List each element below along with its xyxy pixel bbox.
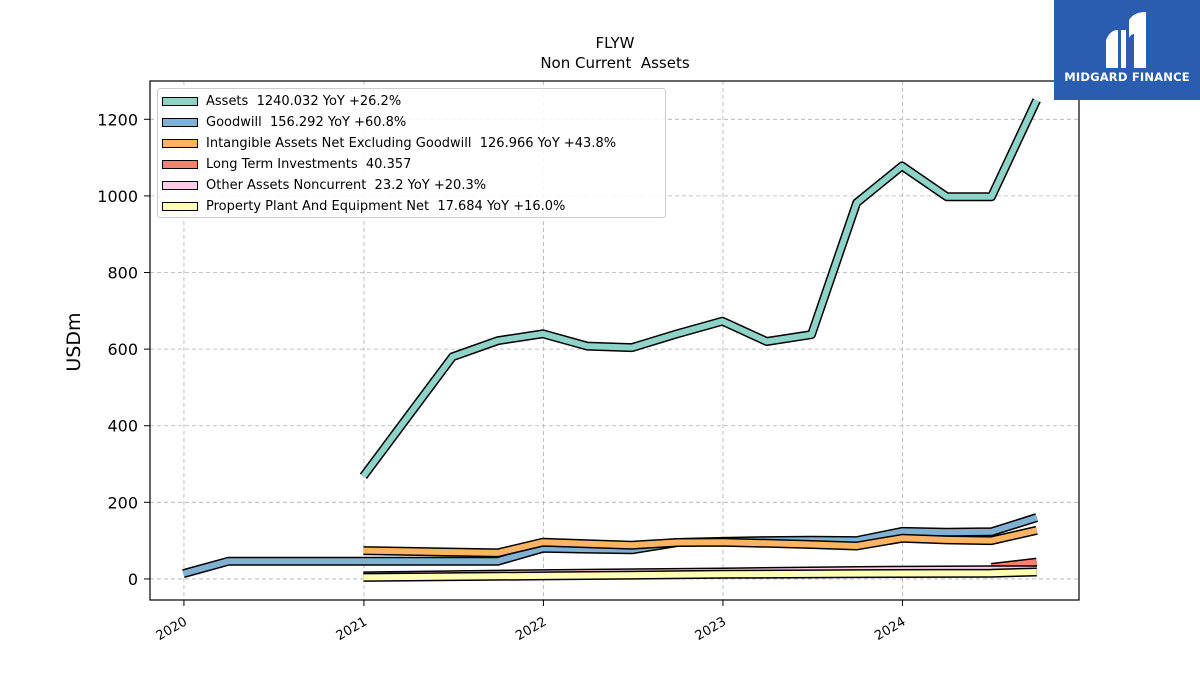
- y-tick-label: 1000: [97, 187, 138, 206]
- legend-item: Property Plant And Equipment Net 17.684 …: [158, 196, 665, 217]
- legend-item: Long Term Investments 40.357: [158, 154, 665, 175]
- legend-label: Assets 1240.032 YoY +26.2%: [206, 94, 402, 109]
- series-1: [182, 513, 1039, 578]
- x-tick-label: 2020: [154, 614, 190, 644]
- x-axis: 2020 2021 2022 2023 2024: [154, 600, 908, 644]
- y-tick-label: 200: [107, 493, 138, 512]
- chart-subtitle: Non Current Assets: [540, 54, 690, 72]
- legend-label: Goodwill 156.292 YoY +60.8%: [206, 115, 407, 130]
- legend-swatch: [162, 97, 198, 106]
- grid-lines: [150, 81, 1079, 600]
- series-layer: [182, 98, 1041, 582]
- legend-label: Long Term Investments 40.357: [206, 157, 412, 172]
- x-tick-label: 2021: [334, 614, 370, 644]
- chart-title: FLYW: [596, 34, 635, 52]
- legend-label: Intangible Assets Net Excluding Goodwill…: [206, 136, 617, 151]
- logo-mark-icon: [1106, 12, 1146, 68]
- legend-swatch: [162, 118, 198, 127]
- legend-label: Property Plant And Equipment Net 17.684 …: [206, 199, 566, 214]
- y-axis-label: USDm: [63, 312, 85, 371]
- legend-label: Other Assets Noncurrent 23.2 YoY +20.3%: [206, 178, 487, 193]
- legend-item: Assets 1240.032 YoY +26.2%: [158, 91, 665, 112]
- series-5: [363, 567, 1037, 582]
- plot-frame: [149, 80, 1080, 601]
- midgard-finance-logo: MIDGARD FINANCE: [1054, 0, 1200, 100]
- y-tick-label: 1200: [97, 110, 138, 129]
- legend-item: Other Assets Noncurrent 23.2 YoY +20.3%: [158, 175, 665, 196]
- legend-swatch: [162, 160, 198, 169]
- series-0: [359, 98, 1041, 479]
- series-line: [363, 527, 1038, 556]
- legend-swatch: [162, 139, 198, 148]
- series-line: [363, 569, 1037, 581]
- legend: Assets 1240.032 YoY +26.2% Goodwill 156.2…: [157, 88, 666, 218]
- x-tick-label: 2022: [513, 614, 549, 644]
- legend-item: Goodwill 156.292 YoY +60.8%: [158, 112, 665, 133]
- x-tick-label: 2023: [693, 614, 729, 644]
- y-tick-label: 600: [107, 340, 138, 359]
- series-line: [182, 514, 1038, 577]
- logo-text: MIDGARD FINANCE: [1064, 70, 1190, 84]
- legend-swatch: [162, 181, 198, 190]
- legend-item: Intangible Assets Net Excluding Goodwill…: [158, 133, 665, 154]
- y-axis: 0 200 400 600 800 1000 1200: [97, 110, 150, 589]
- y-tick-label: 800: [107, 264, 138, 283]
- legend-swatch: [162, 202, 198, 211]
- y-tick-label: 0: [128, 570, 138, 589]
- y-tick-label: 400: [107, 417, 138, 436]
- series-line: [360, 98, 1040, 479]
- x-tick-label: 2024: [872, 614, 908, 644]
- series-2: [363, 525, 1038, 558]
